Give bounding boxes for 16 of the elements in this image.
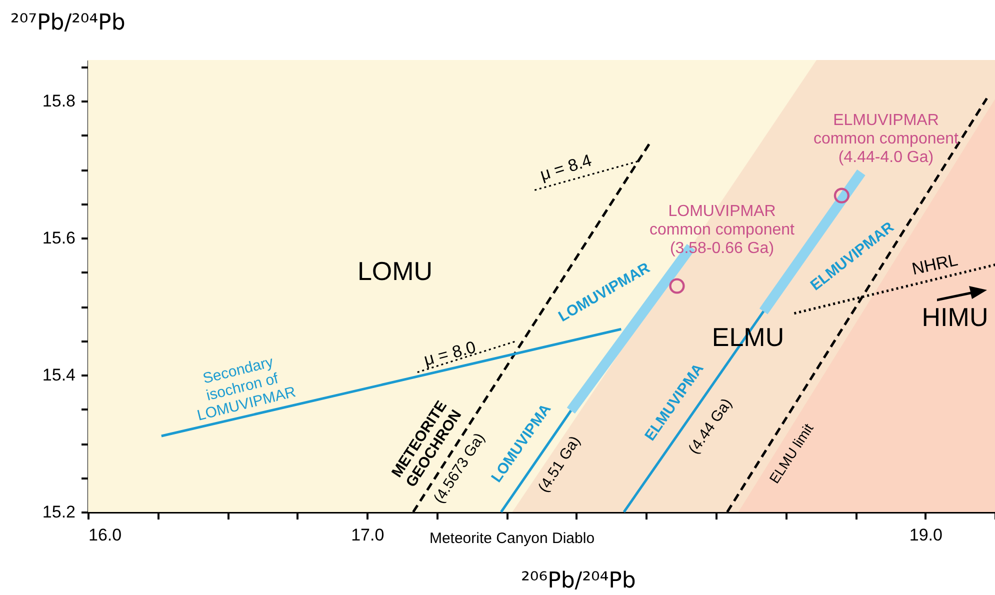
x-tick-label: 16.0 <box>88 526 122 544</box>
annotation: μ = 8.4 <box>538 150 594 184</box>
annotation: μ = 8.0 <box>422 338 478 370</box>
text: Meteorite Canyon Diablo <box>429 530 595 547</box>
x-tick-label: 17.0 <box>351 526 384 544</box>
annotation: ELMUVIPMAR common component (4.44-4.0 Ga) <box>814 112 960 166</box>
y-tick-label: 15.2 <box>42 502 76 522</box>
y-axis-title: ²⁰⁷Pb/²⁰⁴Pb <box>10 10 126 36</box>
x-axis-title: ²⁰⁶Pb/²⁰⁴Pb <box>521 568 636 594</box>
annotation: LOMU <box>357 256 433 286</box>
annotation: HIMU <box>922 302 988 332</box>
y-tick-label: 15.8 <box>42 92 76 111</box>
annotation: NHRL <box>910 250 960 279</box>
x-tick-label: 19.0 <box>909 526 942 544</box>
y-tick-label: 15.6 <box>42 228 76 248</box>
y-tick-label: 15.4 <box>42 366 76 385</box>
